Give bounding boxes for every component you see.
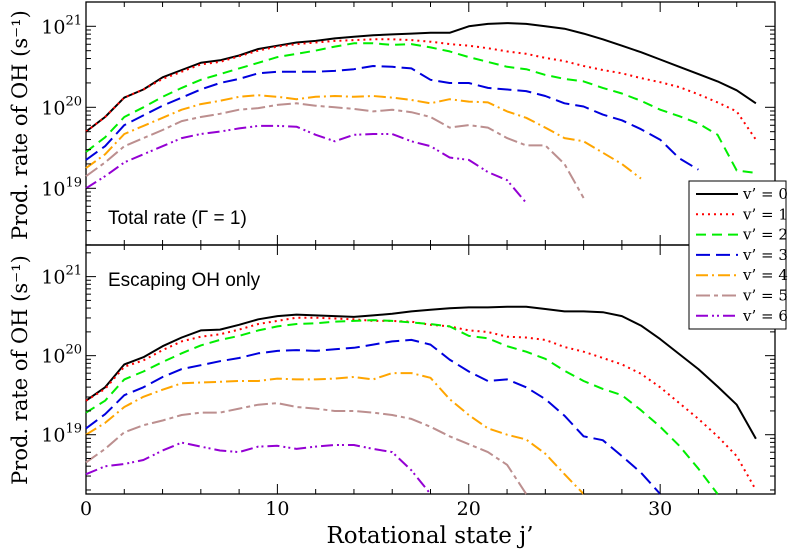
top-y-axis-label: Prod. rate of OH (s⁻¹)	[8, 10, 32, 240]
legend-items: v’ = 0 v’ = 1 v’ = 2 v’ = 3 v’ = 4 v’ = 5 v’ =…	[696, 185, 788, 325]
bottom-ytick-label: 1019	[41, 422, 82, 447]
legend-label-v6: v’ = 6	[742, 307, 788, 325]
bottom-series-v2-line	[85, 319, 719, 495]
bottom-series-group	[85, 305, 757, 495]
x-axis-label: Rotational state j’	[326, 523, 533, 549]
top-series-v1-line	[85, 38, 757, 141]
bottom-series-v4-line	[85, 372, 585, 495]
ytick-base: 10	[41, 267, 65, 289]
top-series-v4-line	[85, 94, 642, 180]
legend-label-v3: v’ = 3	[742, 246, 788, 264]
top-series-group	[85, 22, 757, 204]
bottom-x-ticks: 0 10 20 30	[80, 245, 738, 520]
bottom-series-v3-line	[85, 338, 661, 495]
legend: v’ = 0 v’ = 1 v’ = 2 v’ = 3 v’ = 4 v’ = 5 v’ =…	[688, 180, 788, 330]
top-series-v2-line	[85, 42, 757, 174]
ytick-base: 10	[41, 425, 65, 447]
bottom-annotation: Escaping OH only	[108, 270, 261, 291]
legend-label-v2: v’ = 2	[742, 226, 788, 244]
top-series-v3-line	[85, 65, 699, 171]
top-series-v0-line	[85, 22, 757, 133]
ytick-exponent: 21	[65, 264, 82, 279]
ytick-base: 10	[41, 178, 65, 200]
top-ytick-label: 1019	[41, 175, 82, 200]
ytick-exponent: 20	[65, 94, 82, 109]
ytick-exponent: 19	[65, 422, 82, 437]
bottom-series-v6-line	[85, 441, 432, 495]
ytick-exponent: 19	[65, 175, 82, 190]
top-series-v6-line	[85, 124, 527, 204]
xtick-label: 10	[265, 498, 289, 520]
legend-label-v4: v’ = 4	[742, 266, 788, 284]
xtick-label: 30	[648, 498, 672, 520]
legend-label-v1: v’ = 1	[742, 205, 788, 223]
bottom-series-v1-line	[85, 316, 757, 491]
bottom-ytick-label: 1020	[41, 343, 82, 368]
bottom-series-v5-line	[85, 402, 528, 495]
ytick-base: 10	[41, 16, 65, 38]
top-annotation: Total rate (Γ = 1)	[108, 208, 247, 229]
ytick-base: 10	[41, 346, 65, 368]
xtick-label: 20	[457, 498, 481, 520]
bottom-ytick-label: 1021	[41, 264, 82, 289]
legend-label-v0: v’ = 0	[742, 185, 788, 203]
ytick-exponent: 21	[65, 13, 82, 28]
bottom-y-axis-label: Prod. rate of OH (s⁻¹)	[8, 255, 32, 485]
xtick-label: 0	[80, 498, 92, 520]
legend-label-v5: v’ = 5	[742, 287, 788, 305]
top-series-v5-line	[85, 102, 585, 199]
ytick-exponent: 20	[65, 343, 82, 358]
bottom-series-v0-line	[85, 305, 757, 440]
top-ytick-label: 1020	[41, 94, 82, 119]
top-ytick-label: 1021	[41, 13, 82, 38]
ytick-base: 10	[41, 97, 65, 119]
